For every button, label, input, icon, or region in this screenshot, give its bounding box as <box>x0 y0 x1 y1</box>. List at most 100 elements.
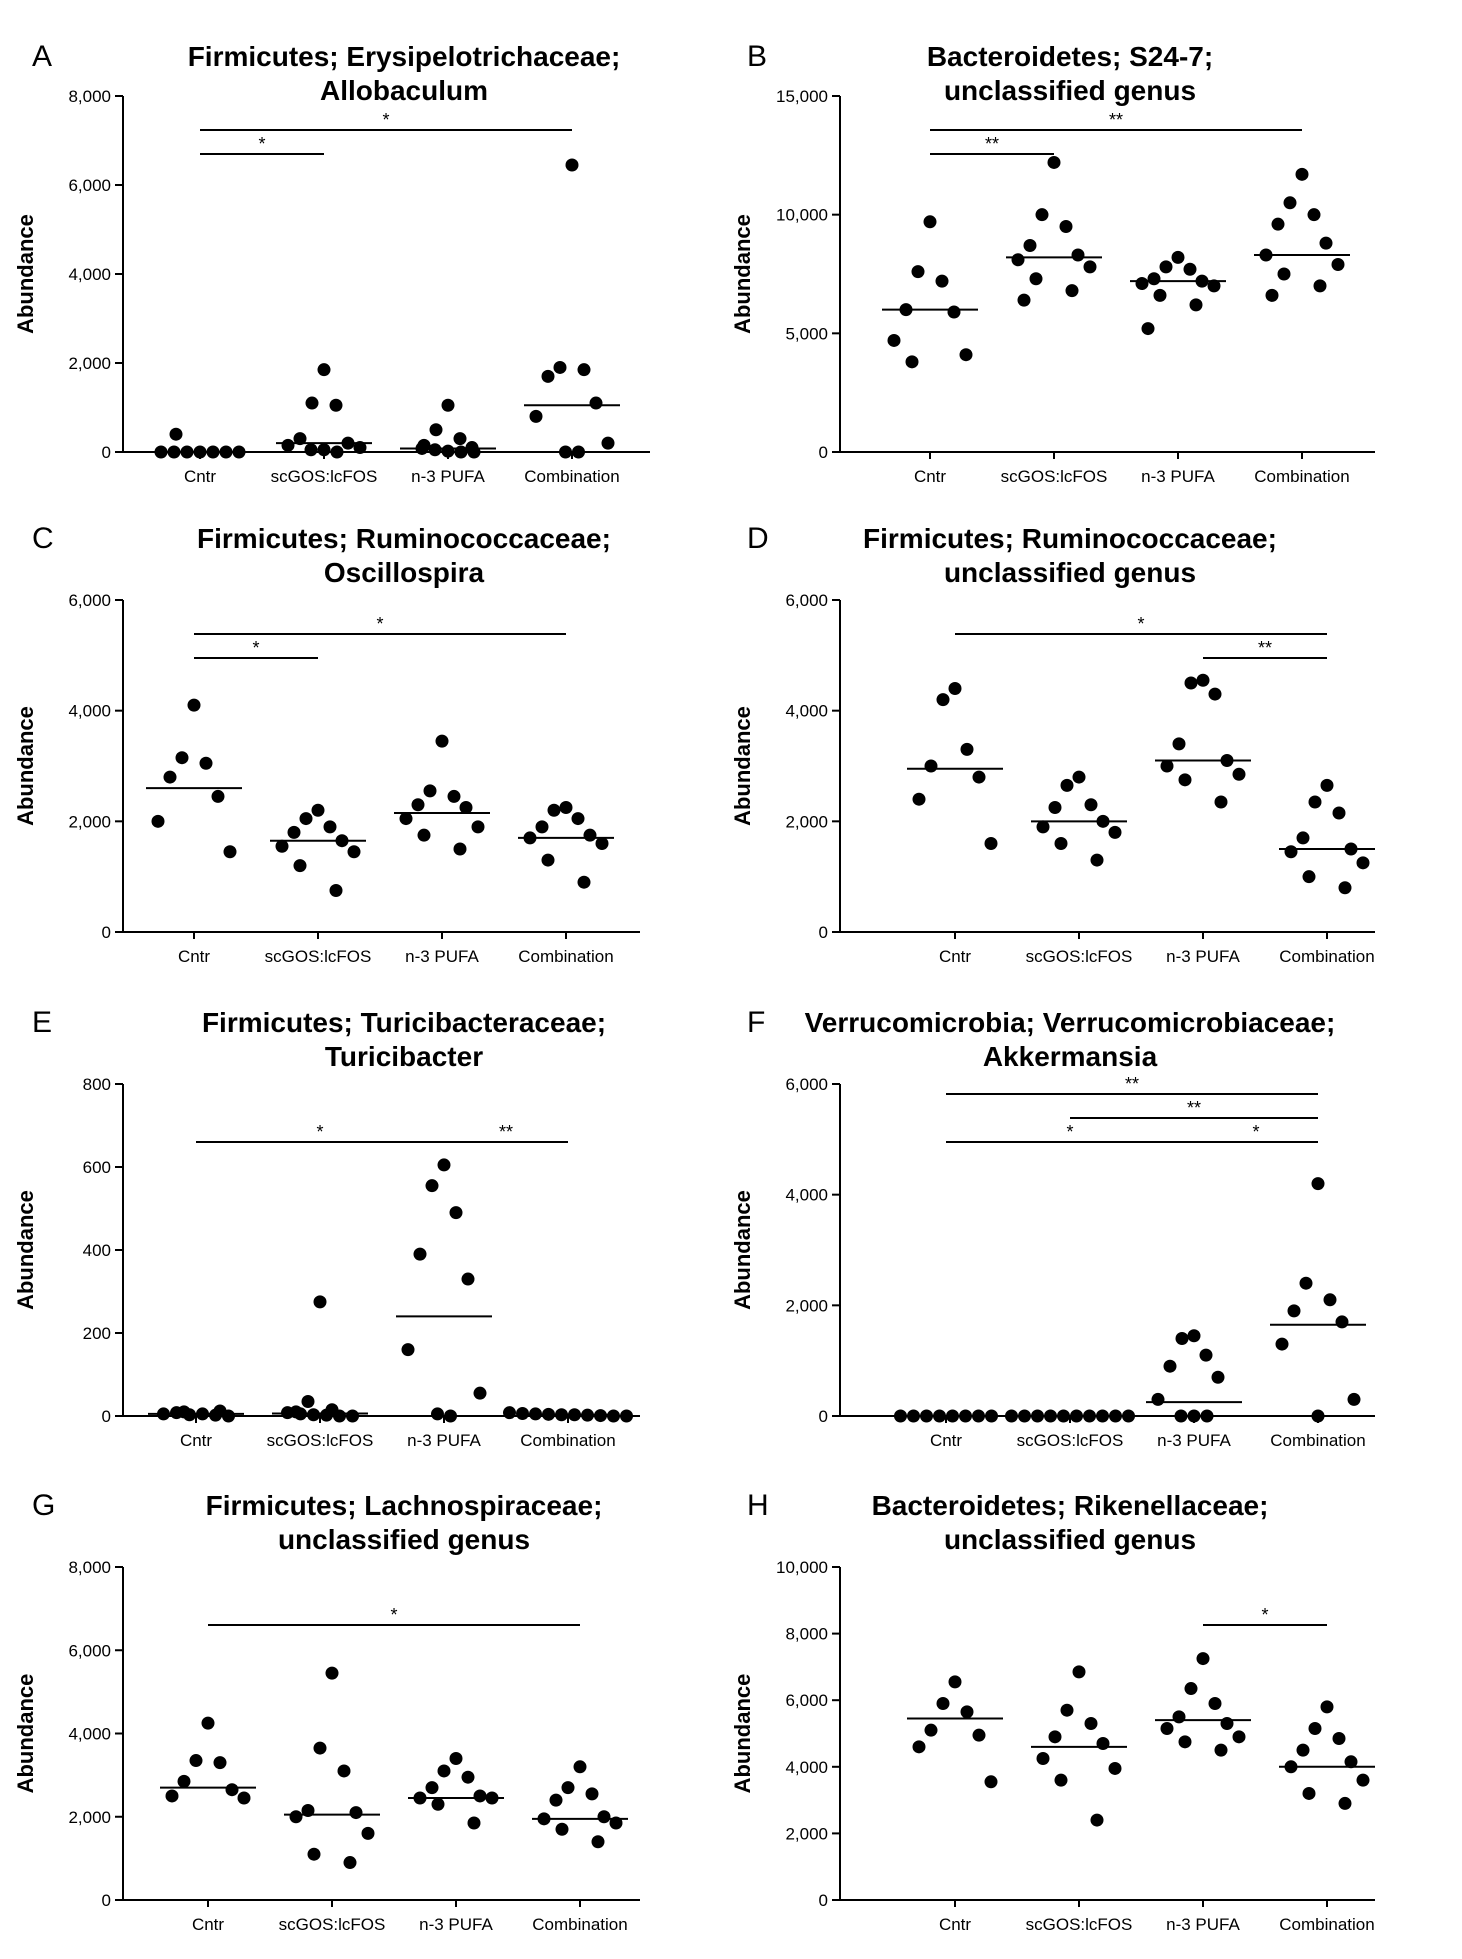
data-point <box>1090 853 1104 867</box>
y-axis-label: Abundance <box>730 1674 755 1794</box>
data-point <box>304 443 318 457</box>
y-tick-label: 6,000 <box>68 591 111 610</box>
data-point <box>559 801 573 814</box>
data-point <box>1048 801 1062 814</box>
data-point <box>555 1822 569 1836</box>
data-point <box>473 1789 487 1803</box>
data-point <box>459 801 473 814</box>
data-point <box>151 814 165 828</box>
data-point <box>1356 1773 1370 1787</box>
data-point <box>1072 1665 1086 1679</box>
y-tick-label: 6,000 <box>785 1075 828 1094</box>
data-point <box>441 444 455 458</box>
data-point <box>431 1797 445 1811</box>
y-tick-label: 6,000 <box>68 176 111 195</box>
data-point <box>1172 1710 1186 1724</box>
data-point <box>237 1791 251 1805</box>
panel-letter: D <box>747 522 769 555</box>
data-point <box>1295 167 1309 181</box>
x-tick-label: scGOS:lcFOS <box>267 1431 374 1450</box>
panel-title-line: Firmicutes; Erysipelotrichaceae; <box>188 41 621 72</box>
y-tick-label: 0 <box>819 1891 828 1910</box>
data-point <box>1135 276 1149 290</box>
data-point <box>163 770 177 784</box>
data-point <box>467 1816 481 1830</box>
data-point <box>607 1409 620 1423</box>
data-point <box>1199 1348 1213 1362</box>
y-tick-label: 2,000 <box>785 1824 828 1843</box>
x-tick-label: n-3 PUFA <box>411 467 485 486</box>
data-point <box>301 1394 315 1408</box>
y-axis-label: Abundance <box>730 214 755 334</box>
data-point <box>1296 831 1310 845</box>
panel-title-line: unclassified genus <box>278 1524 530 1555</box>
data-point <box>317 443 331 457</box>
panel-title-line: Oscillospira <box>324 557 485 588</box>
data-point <box>1159 260 1173 274</box>
data-point <box>287 825 301 839</box>
data-point <box>1178 1735 1192 1749</box>
data-point <box>1183 262 1197 276</box>
panel-title-line: Firmicutes; Turicibacteraceae; <box>202 1007 606 1038</box>
data-point <box>423 784 437 798</box>
data-point <box>1178 773 1192 787</box>
data-point <box>547 803 561 817</box>
data-point <box>307 1847 321 1861</box>
panel-title-line: unclassified genus <box>944 75 1196 106</box>
x-tick-label: Combination <box>518 947 613 966</box>
y-tick-label: 8,000 <box>68 87 111 106</box>
data-point <box>572 445 585 459</box>
significance-label: ** <box>1187 1098 1201 1118</box>
data-point <box>471 820 485 834</box>
data-point <box>1160 1722 1174 1736</box>
data-point <box>1232 1730 1246 1744</box>
data-point <box>1189 298 1203 312</box>
data-point <box>353 441 367 455</box>
significance-label: ** <box>1109 110 1123 130</box>
panel-title-line: Firmicutes; Ruminococcaceae; <box>197 523 611 554</box>
panel-title-line: unclassified genus <box>944 557 1196 588</box>
y-axis-label: Abundance <box>13 706 38 826</box>
data-point <box>1060 1703 1074 1717</box>
y-axis-label: Abundance <box>13 214 38 334</box>
data-point <box>549 1793 563 1807</box>
y-tick-label: 0 <box>102 443 111 462</box>
data-point <box>461 1272 475 1286</box>
y-tick-label: 10,000 <box>776 206 828 225</box>
data-point <box>1265 288 1279 302</box>
data-point <box>1174 1409 1188 1423</box>
x-tick-label: n-3 PUFA <box>1157 1431 1231 1450</box>
data-point <box>597 1810 611 1824</box>
data-point <box>175 751 189 765</box>
data-point <box>1153 288 1167 302</box>
data-point <box>1011 253 1025 267</box>
data-point <box>1208 1697 1222 1711</box>
data-point <box>905 355 919 369</box>
data-point <box>411 798 425 812</box>
significance-label: ** <box>985 134 999 154</box>
data-point <box>577 875 591 889</box>
y-axis-label: Abundance <box>13 1190 38 1310</box>
data-point <box>565 158 579 172</box>
data-point <box>1059 220 1073 234</box>
data-point <box>1065 284 1079 298</box>
data-point <box>444 1409 457 1423</box>
data-point <box>1287 1304 1301 1318</box>
data-point <box>1054 1773 1068 1787</box>
panel-letter: G <box>32 1489 55 1522</box>
panel-title-line: Firmicutes; Ruminococcaceae; <box>863 523 1277 554</box>
y-tick-label: 2,000 <box>785 812 828 831</box>
data-point <box>349 1806 363 1820</box>
panel-a: A Firmicutes; Erysipelotrichaceae;Allobac… <box>13 40 650 486</box>
x-tick-label: Combination <box>1279 1915 1374 1934</box>
data-point <box>1296 1743 1310 1757</box>
x-tick-label: scGOS:lcFOS <box>265 947 372 966</box>
data-point <box>453 432 467 446</box>
x-tick-label: scGOS:lcFOS <box>279 1915 386 1934</box>
data-point <box>924 759 938 773</box>
panel-title-line: Bacteroidetes; Rikenellaceae; <box>872 1490 1269 1521</box>
data-point <box>1208 687 1222 701</box>
data-point <box>1023 239 1037 253</box>
x-tick-label: Combination <box>524 467 619 486</box>
